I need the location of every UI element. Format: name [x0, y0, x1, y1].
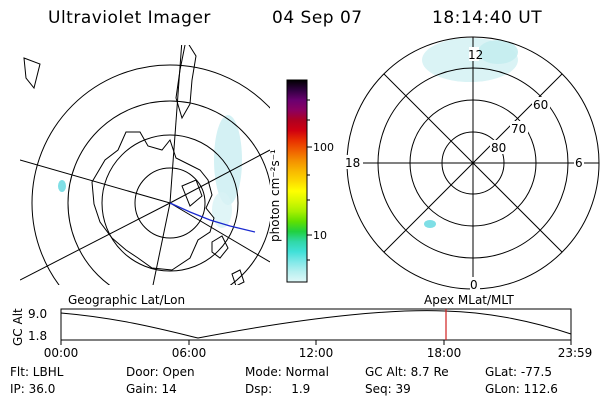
- orbit-y-tick: 9.0: [28, 307, 47, 321]
- meridian-line: [169, 45, 183, 204]
- landmass-outline: [175, 45, 197, 120]
- orbit-y-axis-label: GC Alt: [11, 308, 25, 346]
- time-label: 18:14:40 UT: [432, 8, 543, 28]
- date-label: 04 Sep 07: [272, 8, 363, 28]
- lat-circle-60: [67, 100, 270, 285]
- meridian-line: [169, 202, 270, 263]
- filter-info: Flt: LBHL: [10, 365, 64, 379]
- mlat-label-70: 70: [511, 122, 526, 136]
- seq-info: Seq: 39: [365, 382, 411, 396]
- orbit-plot: [60, 308, 572, 345]
- meridian-line: [20, 202, 171, 281]
- label-backdrop: [345, 155, 363, 169]
- label-backdrop: [510, 121, 528, 135]
- colorbar-unit-label: photon cm⁻²s⁻¹: [268, 149, 282, 242]
- door-info: Door: Open: [126, 365, 195, 379]
- label-backdrop: [574, 155, 584, 169]
- aurora-spot-dusk: [424, 220, 436, 228]
- glat-info: GLat: -77.5: [485, 365, 552, 379]
- aurora-glow-southeast: [212, 192, 232, 228]
- colorbar: [286, 79, 308, 283]
- gc-alt-info: GC Alt: 8.7 Re: [365, 365, 449, 379]
- mag-dial: [345, 36, 600, 291]
- meridian-line: [152, 202, 171, 285]
- island-outline: [181, 179, 203, 207]
- gain-info: Gain: 14: [126, 382, 177, 396]
- geo-map: [20, 45, 270, 285]
- ip-info: IP: 36.0: [10, 382, 56, 396]
- aurora-glow-east: [214, 115, 242, 205]
- continent-coastline: [91, 131, 215, 271]
- meridian-line: [169, 149, 270, 204]
- glon-info: GLon: 112.6: [485, 382, 558, 396]
- orbit-x-tick-label: 12:00: [299, 346, 334, 360]
- aurora-glow-noon: [478, 40, 518, 64]
- label-backdrop: [490, 140, 508, 154]
- label-backdrop: [470, 277, 480, 291]
- island-outline: [211, 235, 229, 259]
- mode-info: Mode: Normal: [245, 365, 329, 379]
- orbit-x-tick-label: 18:00: [427, 346, 462, 360]
- aurora-spot-west: [58, 180, 66, 192]
- lat-circle-50: [31, 64, 270, 285]
- label-backdrop: [469, 47, 479, 61]
- instrument-title: Ultraviolet Imager: [48, 8, 211, 28]
- mlt-label-0: 0: [470, 278, 478, 292]
- altitude-curve: [60, 310, 572, 339]
- orbit-track: [169, 202, 256, 233]
- meridian-line: [20, 159, 171, 204]
- orbit-x-tick-label: 00:00: [44, 346, 79, 360]
- landmass-outline: [23, 57, 41, 90]
- geo-map-label: Geographic Lat/Lon: [68, 293, 185, 307]
- lat-circle-80: [134, 167, 206, 239]
- orbit-x-tick-label: 06:00: [172, 346, 207, 360]
- mag-dial-label: Apex MLat/MLT: [424, 293, 514, 307]
- label-backdrop: [532, 97, 550, 111]
- mlt-label-18: 18: [345, 156, 360, 170]
- island-outline: [231, 269, 245, 285]
- dsp-info: Dsp: 1.9: [245, 382, 311, 396]
- mlat-label-80: 80: [491, 141, 506, 155]
- colorbar-tick-label: 100: [313, 141, 334, 154]
- orbit-x-tick-label: 23:59: [558, 346, 593, 360]
- mlt-label-12: 12: [468, 48, 483, 62]
- colorbar-tick-label: 10: [313, 229, 327, 242]
- mlt-label-6: 6: [575, 156, 583, 170]
- orbit-y-tick: 1.8: [28, 329, 47, 343]
- lat-circle-70: [101, 134, 239, 272]
- mlat-label-60: 60: [533, 98, 548, 112]
